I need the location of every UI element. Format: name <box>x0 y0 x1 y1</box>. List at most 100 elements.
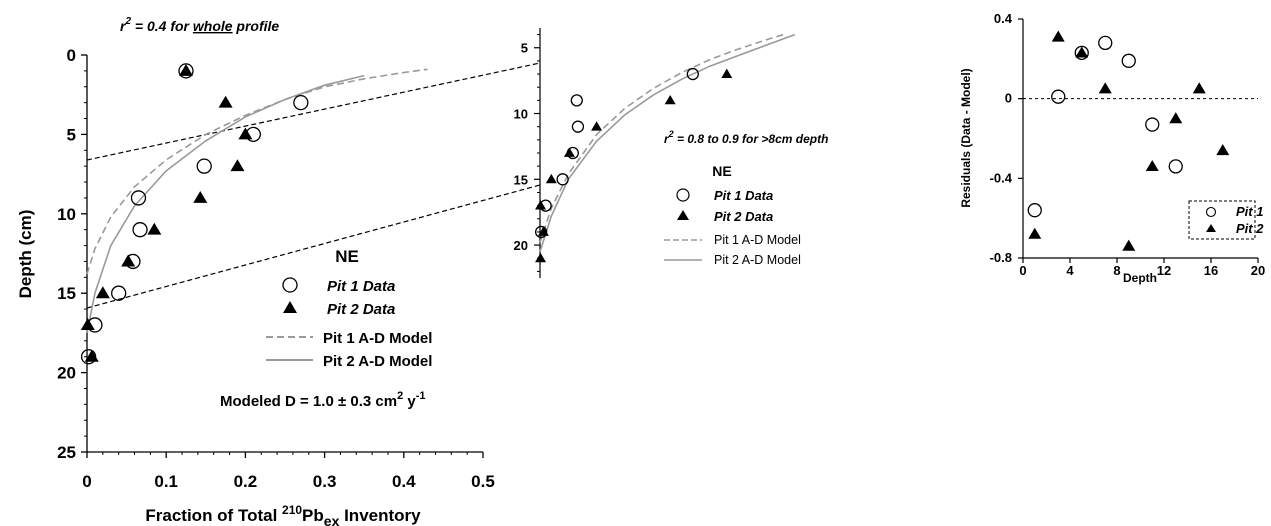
inset-pit1-point-6 <box>534 225 548 239</box>
legend-circle-marker <box>282 277 298 293</box>
legend-pit2-data: Pit 2 Data <box>327 301 395 318</box>
main-pit2-point-4 <box>193 191 208 203</box>
resid-pit2-point-5 <box>1145 159 1159 172</box>
resid-legend-pit2: Pit 2 <box>1236 221 1264 236</box>
inset-y-tick-label: 5 <box>521 41 528 56</box>
y-tick-label: 10 <box>57 205 76 224</box>
inset-legend: NE Pit 1 Data Pit 2 Data Pit 1 A-D Model… <box>664 163 801 267</box>
x-tick-label: 0 <box>82 472 91 491</box>
resid-pit1-point-1 <box>1051 89 1066 104</box>
resid-pit1-point-2 <box>1074 45 1089 61</box>
resid-pit2-point-3 <box>1098 82 1112 94</box>
legend-title: NE <box>335 247 359 266</box>
resid-legend-box <box>1188 200 1256 240</box>
y-tick-label: 0 <box>67 46 76 65</box>
resid-pit1-point-4 <box>1121 53 1136 68</box>
inset-legend-circle-marker <box>676 188 690 202</box>
resid-pit2-point-6 <box>1169 112 1183 124</box>
main-pit2-point-7 <box>95 286 110 299</box>
inset-pit2-point-7 <box>535 252 547 263</box>
inset-legend-pit1-data: Pit 1 Data <box>714 188 773 203</box>
main-pit2-point-6 <box>121 254 136 267</box>
inset-chart: 5 10 15 20 r2 = 0.8 to 0.9 for >8cm depth N… <box>514 28 828 278</box>
inset-legend-pit2-model: Pit 2 A-D Model <box>714 253 801 267</box>
resid-x-tick-label: 12 <box>1157 263 1171 278</box>
resid-pit1-point-5 <box>1145 117 1160 132</box>
resid-pit2-point-7 <box>1192 82 1206 94</box>
modeled-d-annotation: Modeled D = 1.0 ± 0.3 cm2 y-1 <box>220 390 425 410</box>
inset-pit2-model-line <box>539 33 795 252</box>
main-pit2-point-2 <box>238 127 253 140</box>
resid-x-axis-label: Depth <box>1123 271 1157 285</box>
inset-legend-pit2-data: Pit 2 Data <box>714 209 773 224</box>
inset-pit2-point-0 <box>721 68 733 78</box>
inset-legend-title: NE <box>712 163 731 179</box>
resid-legend: Pit 1 Pit 2 <box>1188 200 1264 240</box>
resid-x-tick-label: 8 <box>1113 263 1120 278</box>
main-pit2-model-line <box>86 74 365 334</box>
main-pit1-point-0 <box>178 63 194 79</box>
inset-pit2-point-3 <box>563 147 575 157</box>
resid-y-tick-label: 0.4 <box>994 11 1013 26</box>
main-pit2-point-0 <box>179 63 193 76</box>
r2-depth-annotation: r2 = 0.8 to 0.9 for >8cm depth <box>664 129 828 146</box>
resid-legend-triangle-marker <box>1206 224 1216 232</box>
inset-legend-triangle-marker <box>677 210 689 220</box>
main-pit2-point-9 <box>84 349 99 362</box>
x-axis-label: Fraction of Total 210Pbex Inventory <box>145 503 421 526</box>
main-pit1-model-line <box>86 68 428 275</box>
x-tick-label: 0.1 <box>154 472 178 491</box>
inset-pit1-point-2 <box>571 120 585 133</box>
main-pit1-point-3 <box>196 158 212 174</box>
zoom-connector-top <box>86 62 541 161</box>
resid-pit2-point-1 <box>1051 30 1065 42</box>
resid-x-tick-label: 0 <box>1019 263 1026 278</box>
zoom-connector-bottom <box>86 184 541 309</box>
x-tick-label: 0.5 <box>471 472 495 491</box>
main-pit2-point-1 <box>218 95 233 108</box>
resid-pit1-point-0 <box>1027 203 1042 218</box>
resid-pit2-point-8 <box>1216 144 1230 156</box>
main-chart: r2 = 0.4 for whole profile 0 5 10 15 20 25 0 0… <box>16 16 541 526</box>
resid-y-axis-label: Residuals (Data - Model) <box>959 68 973 207</box>
inset-pit2-point-6 <box>537 226 549 236</box>
y-tick-label: 25 <box>57 443 76 462</box>
resid-y-tick-label: 0 <box>1005 91 1012 106</box>
inset-pit1-point-0 <box>686 67 699 81</box>
residuals-chart: 0.4 0 -0.4 -0.8 0 4 8 12 16 20 Residuals (Data -… <box>959 11 1265 285</box>
x-tick-label: 0.3 <box>313 472 337 491</box>
main-pit1-point-4 <box>130 190 147 206</box>
resid-y-tick-label: -0.4 <box>990 170 1013 185</box>
x-tick-label: 0.2 <box>234 472 258 491</box>
y-tick-label: 5 <box>67 125 76 144</box>
inset-y-tick-label: 20 <box>514 238 528 253</box>
main-pit1-point-7 <box>111 285 127 301</box>
resid-pit1-point-3 <box>1098 35 1113 51</box>
resid-pit2-point-4 <box>1122 239 1136 251</box>
inset-pit2-point-5 <box>535 200 547 210</box>
main-pit2-point-8 <box>80 318 95 330</box>
legend-triangle-marker <box>283 301 297 313</box>
resid-pit2-point-0 <box>1028 227 1042 239</box>
legend-pit1-data: Pit 1 Data <box>327 278 395 295</box>
resid-x-tick-label: 20 <box>1251 263 1265 278</box>
main-legend: NE Pit 1 Data Pit 2 Data Pit 1 A-D Model… <box>266 247 432 370</box>
inset-y-tick-label: 10 <box>514 107 528 122</box>
y-tick-label: 20 <box>57 364 76 383</box>
main-pit2-point-5 <box>147 222 162 235</box>
resid-legend-pit1: Pit 1 <box>1236 204 1263 219</box>
inset-pit2-point-2 <box>591 121 603 131</box>
resid-pit2-point-2 <box>1075 46 1089 58</box>
inset-y-tick-label: 15 <box>514 172 528 187</box>
resid-x-tick-label: 16 <box>1204 263 1218 278</box>
resid-legend-circle-marker <box>1205 206 1217 218</box>
main-pit1-point-1 <box>293 94 309 111</box>
y-tick-label: 15 <box>57 284 76 303</box>
main-pit1-point-5 <box>132 222 148 238</box>
inset-pit2-point-4 <box>545 173 557 184</box>
x-tick-label: 0.4 <box>392 472 416 491</box>
main-pit2-point-3 <box>230 159 245 172</box>
inset-pit1-point-1 <box>570 94 583 107</box>
resid-pit1-point-6 <box>1168 159 1183 174</box>
